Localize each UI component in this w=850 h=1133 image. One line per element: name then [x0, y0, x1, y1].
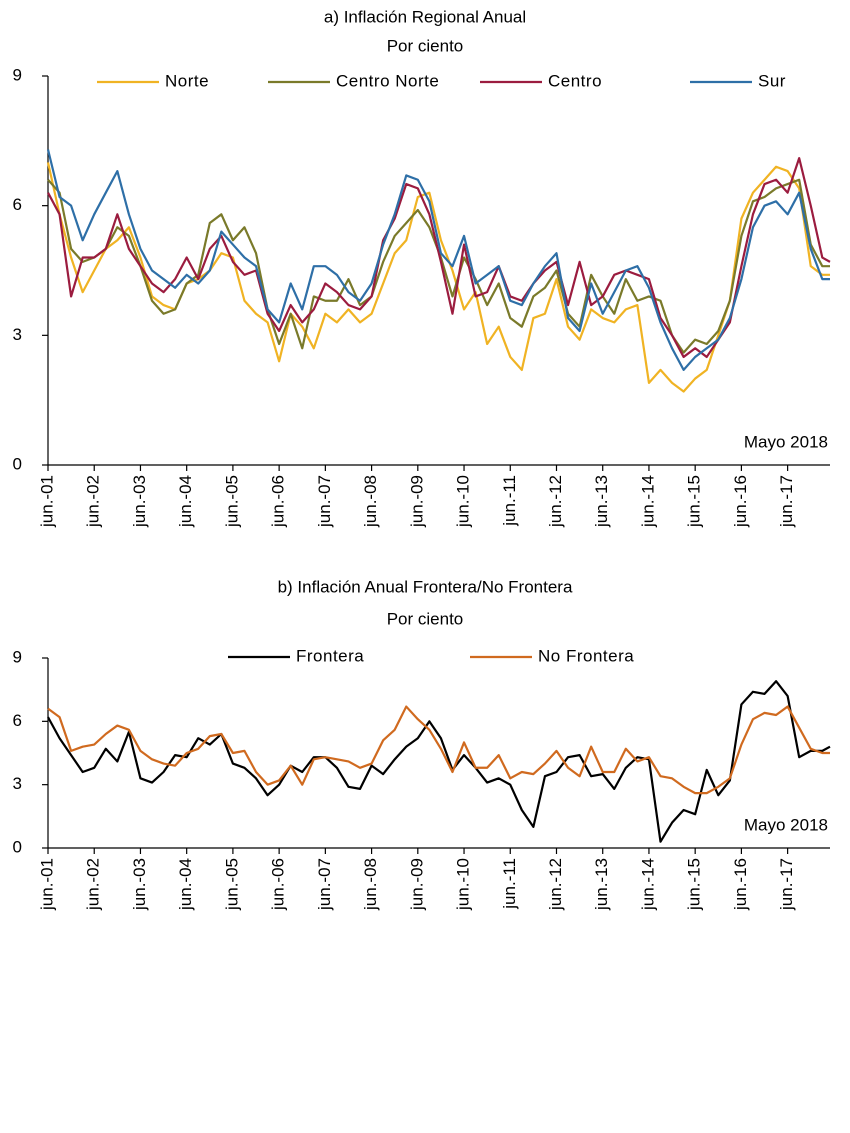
x-tick-label: jun.-03: [130, 475, 149, 528]
series-line: [46, 149, 830, 372]
x-tick-label: jun.-05: [222, 475, 241, 528]
x-tick-label: jun.-10: [454, 475, 473, 528]
x-tick-label: jun.-07: [315, 475, 334, 528]
series-line: [47, 157, 831, 359]
legend-label: Sur: [758, 71, 786, 90]
annotation: Mayo 2018: [744, 432, 828, 451]
x-tick-label: jun.-02: [84, 475, 103, 528]
x-tick-label: jun.-09: [407, 475, 426, 528]
series-line: [47, 705, 830, 795]
x-tick-label: jun.-12: [546, 858, 565, 911]
x-tick-label: jun.-05: [222, 858, 241, 911]
legend-label: Centro Norte: [336, 71, 439, 90]
series-line: [46, 162, 830, 393]
x-tick-label: jun.-04: [176, 858, 195, 911]
chart-title: b) Inflación Anual Frontera/No Frontera: [278, 577, 573, 596]
x-tick-label: jun.-06: [269, 858, 288, 911]
x-tick-label: jun.-13: [592, 858, 611, 911]
x-tick-label: jun.-01: [37, 475, 56, 528]
series-line: [47, 178, 830, 354]
x-tick-label: jun.-08: [361, 858, 380, 911]
x-tick-label: jun.-15: [685, 475, 704, 528]
x-tick-label: jun.-11: [500, 475, 519, 527]
x-tick-label: jun.-03: [130, 858, 149, 911]
legend-label: Centro: [548, 71, 602, 90]
series-line: [47, 680, 831, 843]
x-tick-label: jun.-16: [731, 858, 750, 911]
y-tick-label: 9: [13, 65, 22, 84]
x-tick-label: jun.-15: [685, 858, 704, 911]
x-tick-label: jun.-10: [454, 858, 473, 911]
chart-title: a) Inflación Regional Anual: [324, 7, 526, 26]
y-tick-label: 3: [13, 774, 22, 793]
x-tick-label: jun.-06: [269, 475, 288, 528]
y-tick-label: 9: [13, 647, 22, 666]
legend-label: No Frontera: [538, 646, 634, 665]
x-tick-label: jun.-04: [176, 475, 195, 528]
y-tick-label: 3: [13, 325, 22, 344]
x-tick-label: jun.-07: [315, 858, 334, 911]
x-tick-label: jun.-01: [37, 858, 56, 911]
legend-label: Norte: [165, 71, 209, 90]
x-tick-label: jun.-12: [546, 475, 565, 528]
chart-subtitle: Por ciento: [387, 609, 464, 628]
annotation: Mayo 2018: [744, 815, 828, 834]
y-tick-label: 0: [13, 837, 22, 856]
x-tick-label: jun.-13: [592, 475, 611, 528]
x-tick-label: jun.-08: [361, 475, 380, 528]
x-tick-label: jun.-17: [777, 858, 796, 911]
x-tick-label: jun.-09: [407, 858, 426, 911]
x-tick-label: jun.-11: [500, 858, 519, 910]
x-tick-label: jun.-16: [731, 475, 750, 528]
x-tick-label: jun.-02: [84, 858, 103, 911]
y-tick-label: 6: [13, 711, 22, 730]
legend-label: Frontera: [296, 646, 364, 665]
x-tick-label: jun.-17: [777, 475, 796, 528]
y-tick-label: 0: [13, 454, 22, 473]
chart-subtitle: Por ciento: [387, 36, 464, 55]
y-tick-label: 6: [13, 195, 22, 214]
x-tick-label: jun.-14: [638, 858, 657, 911]
x-tick-label: jun.-14: [638, 475, 657, 528]
